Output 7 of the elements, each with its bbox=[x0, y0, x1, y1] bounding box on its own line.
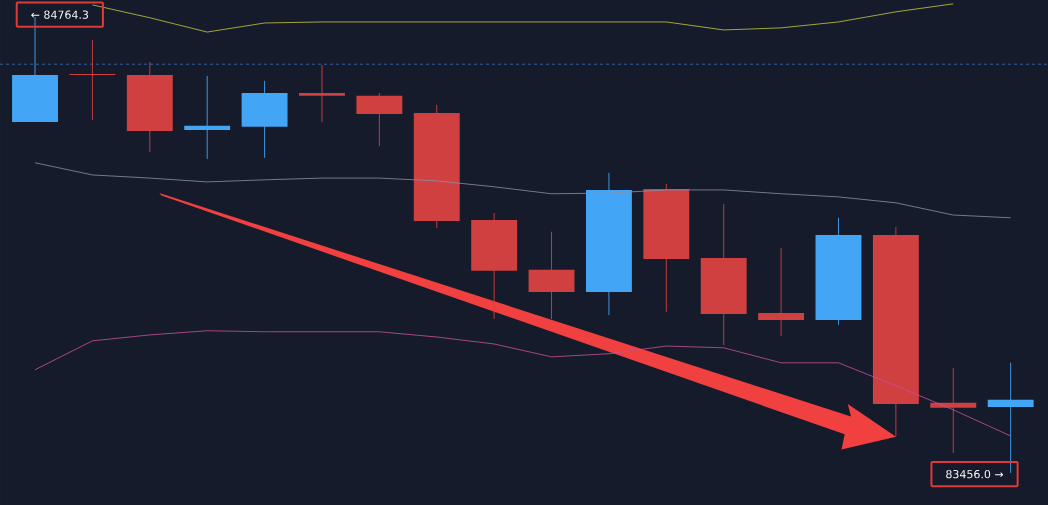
candlestick bbox=[184, 75, 231, 160]
candlestick bbox=[299, 64, 345, 123]
annotation: ← 84764.3 bbox=[31, 10, 89, 19]
candlestick bbox=[930, 367, 977, 454]
annotation: 83456.0 → bbox=[946, 470, 1004, 479]
candlestick bbox=[758, 247, 805, 337]
candlestick bbox=[69, 39, 116, 121]
